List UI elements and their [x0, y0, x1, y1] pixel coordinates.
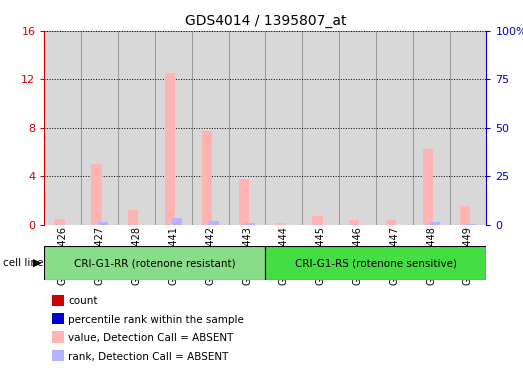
Bar [466, 224, 476, 225]
Bar [312, 216, 323, 225]
Bar [118, 31, 155, 225]
Bar [229, 31, 266, 225]
Bar [423, 149, 433, 225]
Bar [44, 246, 266, 280]
Title: GDS4014 / 1395807_at: GDS4014 / 1395807_at [185, 14, 346, 28]
Text: CRI-G1-RS (rotenone sensitive): CRI-G1-RS (rotenone sensitive) [295, 258, 457, 268]
Bar [155, 31, 192, 225]
Bar [238, 179, 249, 225]
Text: count: count [68, 296, 97, 306]
Bar [81, 31, 118, 225]
Text: percentile rank within the sample: percentile rank within the sample [68, 315, 244, 325]
Bar [54, 218, 65, 225]
Bar [91, 164, 101, 225]
Bar [208, 221, 219, 225]
Bar [245, 223, 255, 225]
Text: CRI-G1-RR (rotenone resistant): CRI-G1-RR (rotenone resistant) [74, 258, 236, 268]
Text: ▶: ▶ [33, 258, 42, 268]
Bar [450, 31, 486, 225]
Bar [202, 131, 212, 225]
Bar [266, 31, 302, 225]
Text: cell line: cell line [3, 258, 43, 268]
Bar [172, 218, 182, 225]
Bar [192, 31, 229, 225]
Bar [386, 220, 396, 225]
Bar [128, 210, 139, 225]
Text: value, Detection Call = ABSENT: value, Detection Call = ABSENT [68, 333, 233, 343]
Bar [302, 31, 339, 225]
Bar [339, 31, 376, 225]
Bar [429, 222, 440, 225]
Bar [276, 223, 286, 225]
Text: rank, Detection Call = ABSENT: rank, Detection Call = ABSENT [68, 352, 229, 362]
Bar [413, 31, 450, 225]
Bar [349, 220, 359, 225]
Bar [165, 73, 175, 225]
Bar [266, 246, 486, 280]
Bar [98, 222, 108, 225]
Bar [376, 31, 413, 225]
Bar [460, 207, 470, 225]
Bar [44, 31, 81, 225]
